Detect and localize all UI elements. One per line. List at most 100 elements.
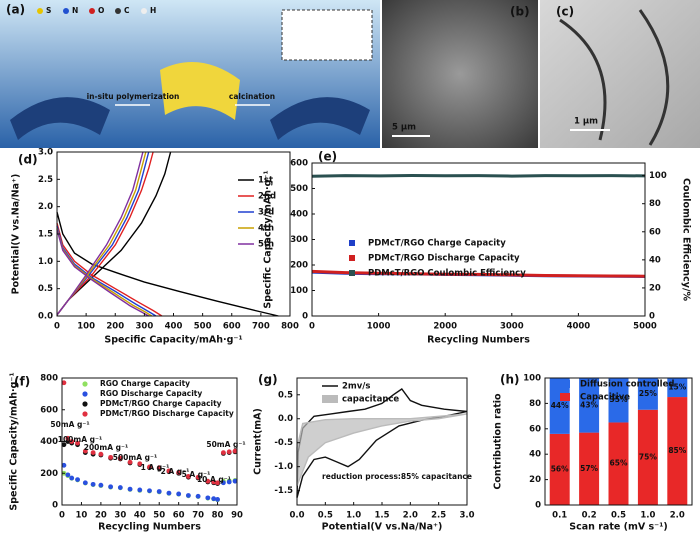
marker <box>98 482 104 488</box>
marker <box>61 462 67 468</box>
y-axis-label: Specific Capacity/mAh·g⁻¹ <box>9 372 20 510</box>
marker <box>90 450 96 456</box>
value-label: 25% <box>639 389 657 398</box>
value-label: 15% <box>668 383 686 392</box>
bar-segment <box>637 409 658 505</box>
y-tick-label: 1.5 <box>38 230 53 240</box>
y2-tick-label: 80 <box>649 199 661 209</box>
x-tick-label: 0 <box>54 322 60 332</box>
sheet-edge <box>559 9 670 146</box>
marker <box>211 496 217 502</box>
marker <box>65 435 71 441</box>
marker <box>232 478 238 484</box>
annotation: 50mA g⁻¹ <box>50 420 89 429</box>
x-tick-label: 500 <box>194 322 212 332</box>
x-tick-label: 3.0 <box>459 511 474 521</box>
step-label: calcination <box>229 92 275 101</box>
marker <box>195 474 201 480</box>
y-tick-label: 40 <box>529 450 541 460</box>
marker <box>117 485 123 490</box>
x-tick-label: 0.5 <box>611 511 626 521</box>
y-tick-label: 1.0 <box>38 257 53 267</box>
annotation: 2 A g⁻¹ <box>161 467 190 476</box>
x-axis-label: Recycling Numbers <box>98 522 201 533</box>
panel-label: (d) <box>18 153 38 167</box>
marker <box>75 440 80 446</box>
x-tick-label: 1.0 <box>640 511 655 521</box>
marker <box>215 480 220 486</box>
marker <box>69 439 75 444</box>
x-tick-label: 1000 <box>367 322 391 332</box>
legend-swatch <box>322 395 338 403</box>
plot-frame <box>56 151 291 317</box>
marker <box>166 468 172 474</box>
marker <box>69 475 75 481</box>
legend-label: capacitance <box>342 395 399 405</box>
legend-marker <box>82 401 88 407</box>
panel-label: (h) <box>500 373 520 387</box>
element-dot <box>37 8 43 14</box>
marker <box>215 497 220 502</box>
marker <box>205 478 211 484</box>
annotation: 200mA g⁻¹ <box>84 443 129 452</box>
bar-segment <box>608 422 629 505</box>
panel-label: (b) <box>510 5 530 19</box>
element: O <box>98 6 104 15</box>
x-tick-label: 90 <box>231 511 243 521</box>
x-tick-label: 600 <box>223 322 241 332</box>
y-axis-label: Contribution ratio <box>493 393 504 490</box>
legend-label: 2mv/s <box>342 382 370 392</box>
bar-segment <box>579 432 600 505</box>
y-tick-label: 400 <box>40 437 58 447</box>
series-line <box>311 269 646 278</box>
bar-segment <box>608 378 629 423</box>
legend-label: 1st <box>258 176 273 186</box>
inset <box>281 9 373 61</box>
y-tick-label: 100 <box>290 286 308 296</box>
marker <box>156 465 162 471</box>
marker <box>98 451 104 457</box>
legend-label: PDMcT/RGO Discharge Capacity <box>100 409 234 418</box>
legend-marker <box>349 270 355 276</box>
y-tick-label: 80 <box>529 399 541 409</box>
x-axis-label: Potential(V vs.Na/Na⁺) <box>322 522 443 533</box>
x-tick-label: 70 <box>192 511 204 521</box>
marker <box>108 484 114 490</box>
marker <box>220 450 226 456</box>
scale-label: 5 μm <box>392 123 416 133</box>
marker <box>232 448 238 454</box>
x-tick-label: 0.2 <box>582 511 597 521</box>
x-tick-label: 400 <box>165 322 183 332</box>
panel-b: (b) 5 μm <box>382 0 538 148</box>
marker <box>166 490 172 496</box>
graphene-sheet <box>10 97 110 140</box>
x-tick-label: 30 <box>114 511 126 521</box>
polymer-sheet <box>160 62 240 120</box>
x-tick-label: 200 <box>106 322 124 332</box>
marker <box>176 470 182 475</box>
y2-tick-label: 20 <box>649 283 661 293</box>
legend-label: Diffusion controlled <box>580 380 674 390</box>
y2-tick-label: 100 <box>649 171 667 181</box>
panel-c: (c) 1 μm <box>540 0 700 148</box>
legend-marker <box>82 381 88 387</box>
annotation: 50mA g⁻¹ <box>206 440 245 449</box>
y-tick-label: 0.5 <box>38 284 53 294</box>
panel-a: (a) S N O C H in-situ polymerization cal… <box>0 0 380 148</box>
y-tick-label: 0 <box>52 501 58 511</box>
marker <box>147 464 152 470</box>
y-tick-label: 100 <box>523 374 541 384</box>
x-tick-label: 2.5 <box>431 511 446 521</box>
marker <box>61 442 67 448</box>
y-tick-label: 0 <box>535 501 541 511</box>
value-label: 65% <box>610 459 628 468</box>
y-tick-label: 600 <box>290 159 308 169</box>
legend-marker <box>349 240 355 246</box>
legend-label: PDMcT/RGO Charge Capacity <box>100 399 222 408</box>
element: S <box>46 6 51 15</box>
element-dot <box>141 8 147 14</box>
value-label: 57% <box>580 464 598 473</box>
marker <box>61 380 67 386</box>
x-tick-label: 1.5 <box>374 511 389 521</box>
marker <box>108 454 114 460</box>
